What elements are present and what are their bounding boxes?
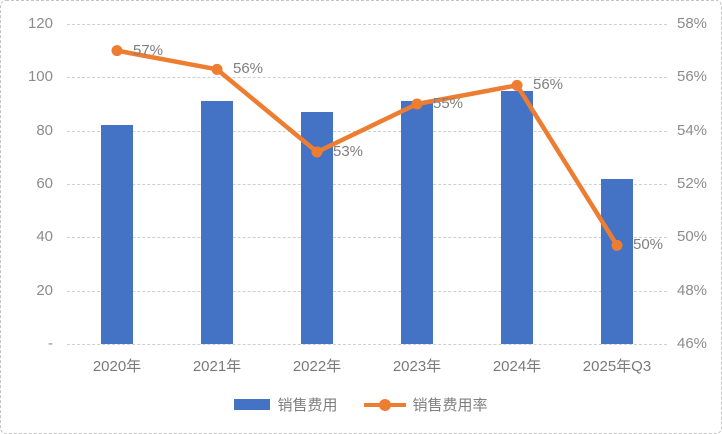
x-axis-label: 2024年 <box>492 358 542 375</box>
right-axis: 58% 56% 54% 52% 50% 48% 46% <box>677 14 721 354</box>
x-axis-label: 2025年Q3 <box>582 358 652 375</box>
x-axis: 2020年 2021年 2022年 2023年 2024年 2025年Q3 <box>67 355 667 376</box>
plot-area <box>67 24 667 345</box>
line-marker <box>411 98 423 110</box>
left-axis-tick: 120 <box>27 15 53 32</box>
line-data-label: 56% <box>233 60 264 78</box>
bar <box>401 101 433 344</box>
gridline <box>67 77 667 79</box>
line-marker <box>511 79 523 91</box>
gridline <box>67 290 667 292</box>
line-marker <box>111 45 123 57</box>
bar <box>501 90 533 344</box>
left-axis-tick: - <box>48 334 53 352</box>
left-axis-tick: 100 <box>27 68 53 86</box>
legend-item-bar-series: 销售费用 <box>234 394 338 415</box>
line-data-label: 50% <box>633 236 664 254</box>
line-marker <box>211 63 223 75</box>
gridline <box>67 130 667 132</box>
right-axis-tick: 48% <box>677 281 708 299</box>
gridline <box>67 344 667 345</box>
right-axis-tick: 52% <box>677 174 708 192</box>
bar-series-swatch-icon <box>234 399 271 410</box>
left-axis-tick: 60 <box>36 174 53 192</box>
line-data-label: 56% <box>533 76 564 94</box>
line-series <box>111 45 623 251</box>
gridline <box>67 237 667 239</box>
bar <box>201 101 233 344</box>
line-data-label: 53% <box>333 143 364 160</box>
right-axis-tick: 54% <box>677 121 708 139</box>
right-axis-tick: 50% <box>677 228 708 246</box>
line-data-label: 57% <box>133 41 164 59</box>
right-axis-tick: 56% <box>677 68 708 86</box>
x-axis-label: 2021年 <box>192 358 242 375</box>
x-axis-label: 2022年 <box>292 358 342 375</box>
line-marker <box>311 146 323 158</box>
right-axis-tick: 58% <box>677 15 708 32</box>
legend-item-line-series: 销售费用率 <box>363 394 488 415</box>
legend-label: 销售费用率 <box>412 397 488 414</box>
x-axis-label: 2020年 <box>92 358 142 375</box>
right-axis-tick: 46% <box>677 334 708 352</box>
left-axis-tick: 40 <box>36 228 53 246</box>
left-axis: 120 100 80 60 40 20 - <box>13 14 53 354</box>
line-path <box>116 48 619 247</box>
legend: 销售费用 销售费用率 <box>1 394 721 415</box>
line-marker <box>611 239 623 251</box>
bar <box>101 125 133 344</box>
x-axis-label: 2023年 <box>392 358 442 375</box>
gridline <box>67 24 667 25</box>
line-series-swatch-icon <box>363 398 406 411</box>
gridline <box>67 184 667 185</box>
line-data-label: 55% <box>433 95 464 112</box>
bar <box>601 178 633 344</box>
legend-label: 销售费用 <box>277 397 338 414</box>
left-axis-tick: 80 <box>36 121 53 139</box>
left-axis-tick: 20 <box>36 281 53 299</box>
